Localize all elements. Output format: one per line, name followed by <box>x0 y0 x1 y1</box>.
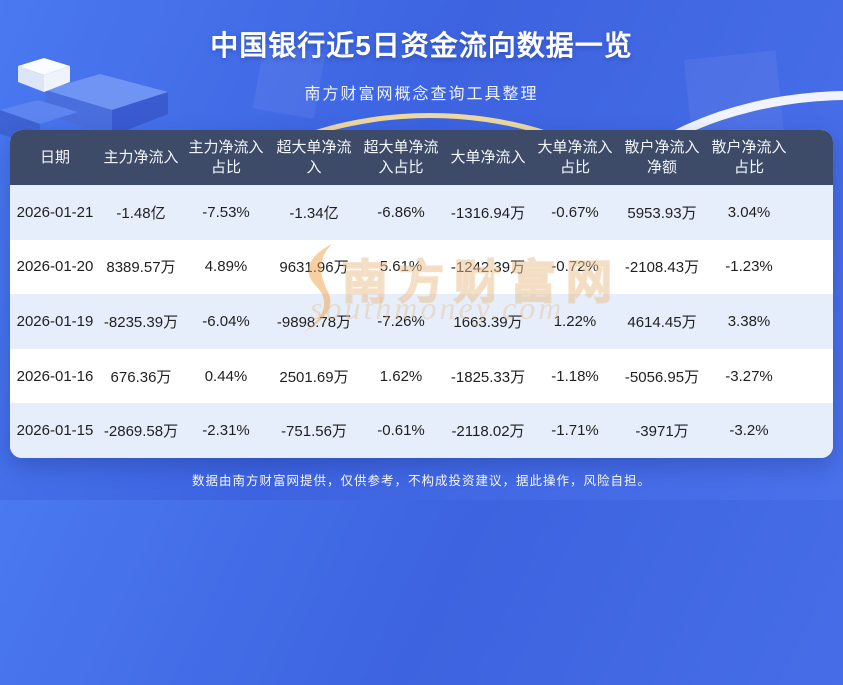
table-header-row: 日期 主力净流入 主力净流入占比 超大单净流入 超大单净流入占比 大单净流入 大… <box>10 130 833 185</box>
table-cell: -0.67% <box>551 203 599 221</box>
table-cell: -1316.94万 <box>450 204 526 222</box>
table-cell: 3.38% <box>727 312 771 330</box>
table-body: 2026-01-21 -1.48亿 -7.53% -1.34亿 -6.86% -… <box>10 185 833 458</box>
table-cell: -2869.58万 <box>103 423 179 441</box>
column-header-main-net-inflow: 主力净流入 <box>103 148 179 166</box>
table-cell: 8389.57万 <box>106 259 176 277</box>
table-cell: -1.34亿 <box>289 204 339 222</box>
column-header-retail-net-inflow-ratio: 散户净流入占比 <box>711 139 787 176</box>
table-cell: -7.26% <box>377 312 425 330</box>
table-cell: -7.53% <box>202 203 250 221</box>
table-cell: 4614.45万 <box>627 313 697 331</box>
table-cell: -0.61% <box>377 422 425 440</box>
table-row: 2026-01-19 -8235.39万 -6.04% -9898.78万 -7… <box>10 294 833 349</box>
date-cell: 2026-01-16 <box>16 367 94 385</box>
column-header-main-net-inflow-ratio: 主力净流入占比 <box>188 139 264 176</box>
table-cell: -1825.33万 <box>450 368 526 386</box>
table-cell: -3.27% <box>725 367 773 385</box>
footer-disclaimer: 数据由南方财富网提供，仅供参考，不构成投资建议，据此操作，风险自担。 <box>191 474 651 488</box>
table-row: 2026-01-21 -1.48亿 -7.53% -1.34亿 -6.86% -… <box>10 185 833 240</box>
table-cell: -0.72% <box>551 258 599 276</box>
page-subtitle: 南方财富网概念查询工具整理 <box>304 86 539 103</box>
gold-arc-decoration <box>140 113 720 533</box>
table-cell: -8235.39万 <box>103 313 179 331</box>
table-cell: -751.56万 <box>281 423 347 441</box>
table-cell: 1.62% <box>379 367 423 385</box>
table-cell: 1.22% <box>553 312 597 330</box>
table-cell: -2118.02万 <box>451 423 525 441</box>
table-cell: -3.2% <box>729 422 769 440</box>
table-cell: 3.04% <box>727 203 771 221</box>
table-cell: 0.44% <box>204 367 248 385</box>
table-cell: 2501.69万 <box>279 368 349 386</box>
column-header-xl-order-net-inflow-ratio: 超大单净流入占比 <box>363 139 439 176</box>
table-cell: -6.04% <box>202 312 250 330</box>
table-cell: -1.23% <box>725 258 773 276</box>
data-table: 日期 主力净流入 主力净流入占比 超大单净流入 超大单净流入占比 大单净流入 大… <box>10 130 833 458</box>
table-cell: 1663.39万 <box>453 313 523 331</box>
table-cell: -2108.43万 <box>624 259 700 277</box>
table-row: 2026-01-16 676.36万 0.44% 2501.69万 1.62% … <box>10 348 833 404</box>
table-cell: -5056.95万 <box>624 368 700 386</box>
page-title: 中国银行近5日资金流向数据一览 <box>210 30 633 61</box>
table-cell: -3971万 <box>635 423 689 441</box>
table-cell: -6.86% <box>377 203 425 221</box>
column-header-date: 日期 <box>39 148 70 166</box>
table-cell: 676.36万 <box>110 368 172 386</box>
table-cell: 5953.93万 <box>627 204 697 222</box>
table-cell: 5.61% <box>379 258 423 276</box>
table-cell: -2.31% <box>202 422 250 440</box>
date-cell: 2026-01-20 <box>16 258 94 276</box>
date-cell: 2026-01-19 <box>16 312 94 330</box>
date-cell: 2026-01-15 <box>16 422 94 440</box>
column-header-large-order-net-inflow: 大单净流入 <box>450 148 526 166</box>
column-header-large-order-net-inflow-ratio: 大单净流入占比 <box>537 139 613 176</box>
column-header-retail-net-inflow: 散户净流入净额 <box>624 139 700 176</box>
table-cell: -9898.78万 <box>276 313 352 331</box>
date-cell: 2026-01-21 <box>16 203 94 221</box>
table-cell: -1.18% <box>551 367 599 385</box>
table-cell: 9631.96万 <box>279 259 349 277</box>
table-cell: -1.71% <box>551 422 599 440</box>
table-row: 2026-01-20 8389.57万 4.89% 9631.96万 5.61%… <box>10 239 833 295</box>
table-cell: 4.89% <box>204 258 248 276</box>
column-header-xl-order-net-inflow: 超大单净流入 <box>276 139 352 176</box>
table-cell: -1.48亿 <box>116 204 166 222</box>
table-cell: -1242.39万 <box>450 259 526 277</box>
table-row: 2026-01-15 -2869.58万 -2.31% -751.56万 -0.… <box>10 403 833 458</box>
